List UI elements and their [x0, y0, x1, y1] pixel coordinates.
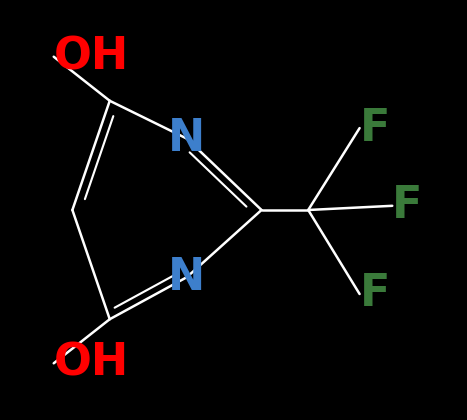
Text: OH: OH: [54, 35, 129, 78]
Text: F: F: [360, 107, 390, 150]
Text: OH: OH: [54, 342, 129, 385]
Text: N: N: [168, 256, 205, 299]
Text: F: F: [360, 273, 390, 315]
Text: N: N: [168, 117, 205, 160]
Text: F: F: [392, 184, 423, 227]
